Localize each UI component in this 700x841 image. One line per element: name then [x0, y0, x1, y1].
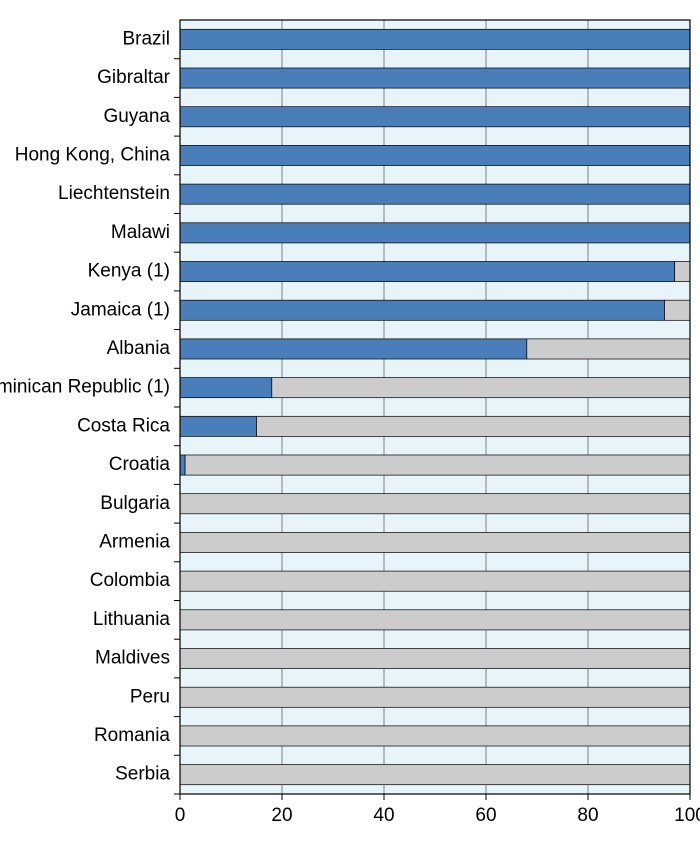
y-axis-label: Romania: [94, 725, 170, 746]
x-axis-label: 40: [373, 805, 394, 826]
y-axis-label: Armenia: [99, 531, 170, 552]
x-axis-label: 100: [674, 805, 700, 826]
y-axis-label: Liechtenstein: [58, 183, 170, 204]
bar-segment: [272, 378, 690, 398]
y-axis-label: Costa Rica: [77, 415, 170, 436]
bar-segment: [180, 68, 690, 88]
bar-segment: [180, 765, 690, 785]
y-axis-label: Bulgaria: [100, 493, 170, 514]
y-axis-label: Maldives: [95, 648, 170, 669]
x-axis-label: 60: [475, 805, 496, 826]
bar-segment: [180, 610, 690, 630]
y-axis-label: Hong Kong, China: [15, 144, 171, 165]
bar-segment: [527, 339, 690, 359]
bar-segment: [180, 29, 690, 49]
y-axis-label: Jamaica (1): [71, 299, 170, 320]
x-axis-label: 20: [271, 805, 292, 826]
bar-segment: [180, 416, 257, 436]
plot-area: [180, 20, 690, 794]
y-axis-label: Croatia: [109, 454, 171, 475]
bar-segment: [180, 223, 690, 243]
bar-segment: [180, 726, 690, 746]
bar-segment: [180, 261, 675, 281]
bar-segment: [180, 687, 690, 707]
bar-segment: [675, 261, 690, 281]
y-axis-label: Albania: [107, 338, 171, 359]
y-axis-label: Lithuania: [93, 609, 171, 630]
y-axis-label: Malawi: [111, 222, 170, 243]
bar-segment: [180, 300, 665, 320]
y-axis-label: Gibraltar: [97, 67, 171, 88]
x-axis-label: 80: [577, 805, 598, 826]
bar-segment: [665, 300, 691, 320]
bar-segment: [180, 378, 272, 398]
bar-segment: [180, 339, 527, 359]
y-axis-label: Kenya (1): [88, 261, 170, 282]
bar-segment: [257, 416, 691, 436]
bar-segment: [180, 184, 690, 204]
y-axis-label: Guyana: [103, 106, 170, 127]
bar-segment: [180, 145, 690, 165]
y-axis-label: Peru: [130, 686, 170, 707]
y-axis-label: Brazil: [122, 28, 170, 49]
y-axis-label: Dominican Republic (1): [0, 377, 170, 398]
bar-segment: [180, 107, 690, 127]
bar-segment: [180, 571, 690, 591]
x-axis-label: 0: [175, 805, 186, 826]
bar-segment: [180, 648, 690, 668]
y-axis-label: Colombia: [90, 570, 171, 591]
bar-segment: [180, 494, 690, 514]
bar-segment: [180, 532, 690, 552]
y-axis-label: Serbia: [115, 764, 170, 785]
bar-segment: [185, 455, 690, 475]
stacked-bar-chart: Brazil Gibraltar Guyana Hong Kong, China Lie…: [0, 0, 700, 841]
bar-segment: [180, 455, 185, 475]
